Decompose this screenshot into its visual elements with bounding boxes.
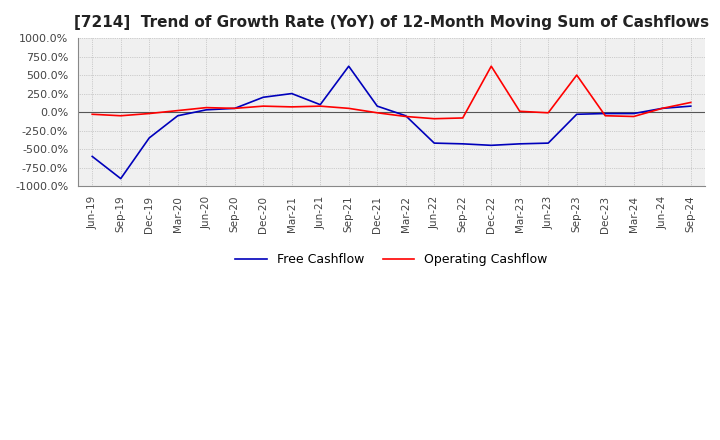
Free Cashflow <box>344 63 353 69</box>
Operating Cashflow <box>459 115 467 121</box>
Operating Cashflow <box>174 108 182 113</box>
Free Cashflow <box>544 140 552 146</box>
Operating Cashflow <box>487 63 495 69</box>
Legend: Free Cashflow, Operating Cashflow: Free Cashflow, Operating Cashflow <box>230 249 552 271</box>
Free Cashflow <box>686 103 695 109</box>
Free Cashflow <box>402 113 410 118</box>
Free Cashflow <box>145 135 153 140</box>
Operating Cashflow <box>629 114 638 119</box>
Operating Cashflow <box>430 116 438 121</box>
Operating Cashflow <box>544 110 552 115</box>
Operating Cashflow <box>686 100 695 105</box>
Operating Cashflow <box>572 73 581 78</box>
Free Cashflow <box>230 106 239 111</box>
Free Cashflow <box>373 103 382 109</box>
Operating Cashflow <box>402 114 410 119</box>
Operating Cashflow <box>117 113 125 118</box>
Free Cashflow <box>88 154 96 159</box>
Free Cashflow <box>487 143 495 148</box>
Operating Cashflow <box>316 103 325 109</box>
Operating Cashflow <box>145 111 153 116</box>
Free Cashflow <box>601 111 610 116</box>
Free Cashflow <box>629 111 638 116</box>
Operating Cashflow <box>658 106 667 111</box>
Operating Cashflow <box>373 110 382 115</box>
Operating Cashflow <box>287 104 296 110</box>
Operating Cashflow <box>344 106 353 111</box>
Operating Cashflow <box>601 113 610 118</box>
Line: Operating Cashflow: Operating Cashflow <box>92 66 690 119</box>
Free Cashflow <box>658 106 667 111</box>
Free Cashflow <box>259 95 268 100</box>
Operating Cashflow <box>202 105 210 110</box>
Free Cashflow <box>572 112 581 117</box>
Operating Cashflow <box>259 103 268 109</box>
Operating Cashflow <box>230 106 239 111</box>
Operating Cashflow <box>516 109 524 114</box>
Free Cashflow <box>117 176 125 181</box>
Free Cashflow <box>430 140 438 146</box>
Free Cashflow <box>316 102 325 107</box>
Line: Free Cashflow: Free Cashflow <box>92 66 690 179</box>
Operating Cashflow <box>88 112 96 117</box>
Title: [7214]  Trend of Growth Rate (YoY) of 12-Month Moving Sum of Cashflows: [7214] Trend of Growth Rate (YoY) of 12-… <box>74 15 709 30</box>
Free Cashflow <box>459 141 467 147</box>
Free Cashflow <box>287 91 296 96</box>
Free Cashflow <box>202 107 210 113</box>
Free Cashflow <box>516 141 524 147</box>
Free Cashflow <box>174 113 182 118</box>
